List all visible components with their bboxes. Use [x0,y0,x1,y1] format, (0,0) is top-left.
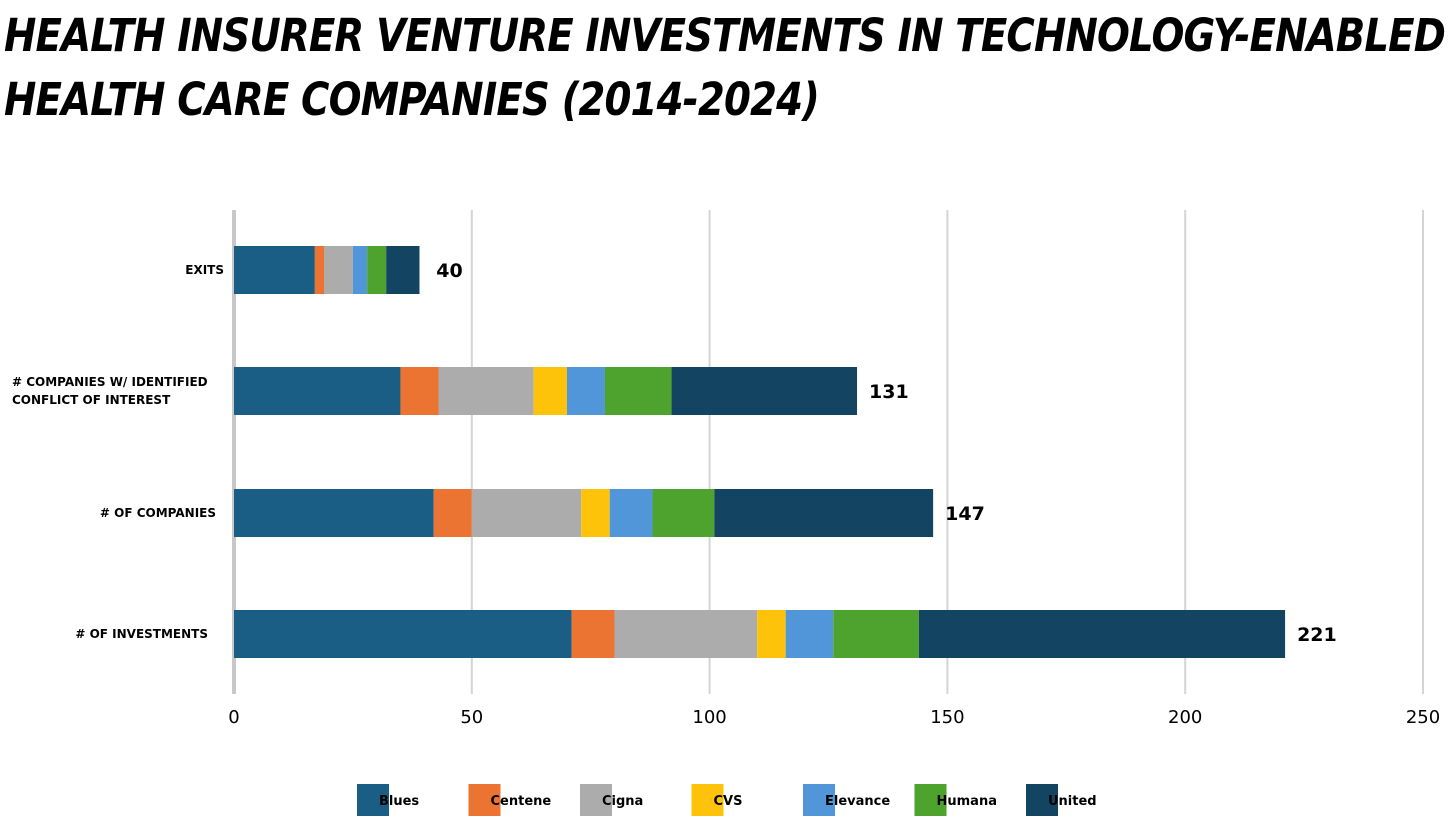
x-tick-label-100: 100 [692,707,726,728]
bar-centene-0 [314,246,325,294]
total-label-2: 147 [945,503,985,525]
bar-cvs-1 [533,367,567,415]
legend-label-centene: Centene [491,794,552,809]
total-label-3: 221 [1297,624,1337,646]
bar-blues-3 [234,610,572,658]
bar-elevance-3 [785,610,834,658]
legend-swatch-cvs [691,784,724,816]
bar-centene-2 [433,489,472,537]
bar-united-3 [918,610,1286,658]
bar-elevance-0 [352,246,368,294]
chart-title-line-1: HEALTH INSURER VENTURE INVESTMENTS IN TE… [4,9,1446,62]
bars [234,246,1286,658]
bar-elevance-2 [609,489,653,537]
x-axis-tick-labels: 0 50 100 150 200 250 [228,707,1440,728]
legend-swatch-united [1026,784,1058,816]
category-labels: EXITS # COMPANIES W/ IDENTIFIED CONFLICT O… [12,263,224,641]
x-tick-label-50: 50 [460,707,483,728]
x-tick-label-200: 200 [1168,707,1202,728]
bar-cigna-2 [471,489,582,537]
legend-label-blues: Blues [379,794,419,809]
x-tick-label-250: 250 [1406,707,1440,728]
chart-title: HEALTH INSURER VENTURE INVESTMENTS IN TE… [4,4,1446,132]
legend-swatch-elevance [803,784,835,816]
bar-centene-3 [571,610,615,658]
legend-label-cigna: Cigna [602,794,643,809]
legend-label-cvs: CVS [714,794,743,809]
bar-united-2 [714,489,934,537]
bar-blues-2 [234,489,434,537]
bar-cigna-0 [324,246,353,294]
bar-humana-2 [652,489,715,537]
total-labels: 40 131 147 221 [436,260,1337,646]
x-tick-label-0: 0 [228,707,239,728]
bar-elevance-1 [566,367,605,415]
bar-blues-1 [234,367,401,415]
chart-title-line-2: HEALTH CARE COMPANIES (2014-2024) [4,73,820,126]
bar-cigna-3 [614,610,758,658]
bar-united-1 [671,367,858,415]
bar-cigna-1 [438,367,534,415]
bar-cvs-2 [581,489,610,537]
category-label-1-0: # COMPANIES W/ IDENTIFIED [12,375,208,389]
bar-centene-1 [400,367,439,415]
bar-cvs-3 [757,610,786,658]
bar-humana-1 [604,367,672,415]
category-label-1-1: CONFLICT OF INTEREST [12,393,171,407]
bar-humana-0 [367,246,387,294]
legend-swatch-cigna [580,784,612,816]
bar-united-0 [386,246,420,294]
bar-humana-3 [833,610,919,658]
x-tick-label-150: 150 [930,707,964,728]
legend-label-united: United [1048,794,1097,809]
legend-swatch-humana [914,784,947,816]
legend-label-elevance: Elevance [825,794,890,809]
total-label-1: 131 [869,381,909,403]
legend-swatch-centene [468,784,501,816]
legend: Blues Centene Cigna CVS Elevance Humana United [357,784,1097,816]
total-label-0: 40 [436,260,462,282]
category-label-3-0: # OF INVESTMENTS [75,627,208,641]
category-label-0-0: EXITS [185,263,224,277]
bar-blues-0 [234,246,315,294]
category-label-2-0: # OF COMPANIES [100,506,216,520]
legend-label-humana: Humana [937,794,997,809]
legend-swatch-blues [357,784,389,816]
